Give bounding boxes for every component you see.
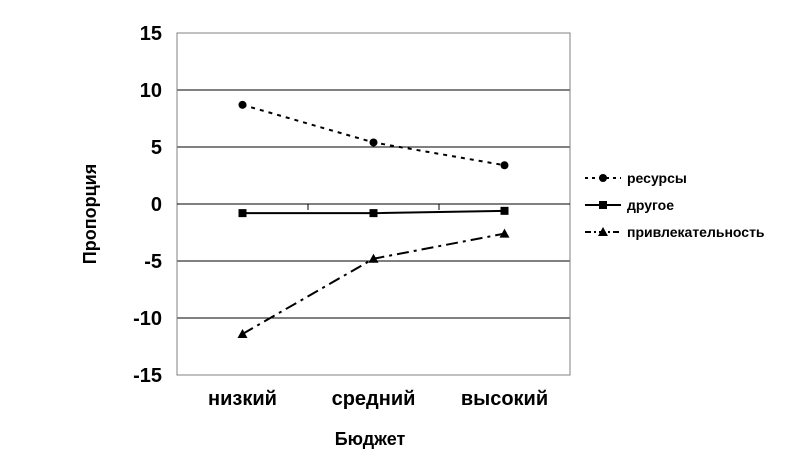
legend-label: другое [627, 197, 674, 213]
series-line [242, 103, 505, 167]
x-tick-label: низкий [208, 388, 277, 410]
data-point [238, 209, 247, 218]
legend-marker [599, 201, 607, 209]
data-point [238, 100, 247, 109]
y-tick-label: 15 [140, 23, 162, 45]
series-layer [237, 100, 510, 338]
legend-item: ресурсы [585, 170, 687, 186]
y-axis-tick-labels: 15 10 5 0 -5 -10 -15 [133, 23, 162, 387]
x-axis-title: Бюджет [335, 429, 406, 449]
data-point [369, 138, 378, 147]
y-axis-title: Пропорция [80, 164, 100, 264]
data-point [500, 206, 509, 215]
legend-label: привлекательность [627, 224, 765, 240]
y-tick-label: 10 [140, 80, 162, 102]
x-axis-tick-labels: низкий средний высокий [208, 388, 548, 410]
legend-marker [598, 227, 608, 236]
series-line [242, 232, 505, 335]
x-axis-ticks [307, 204, 440, 210]
series-3 [237, 228, 510, 338]
legend-item: привлекательность [585, 224, 765, 240]
data-point [500, 161, 509, 170]
data-point [369, 209, 378, 218]
x-tick-label: средний [332, 388, 416, 410]
y-tick-label: 0 [151, 194, 162, 216]
y-tick-label: 5 [151, 137, 162, 159]
legend-marker [599, 174, 607, 182]
y-tick-label: -10 [133, 308, 162, 330]
legend: ресурсы другое привлекательность [585, 170, 765, 240]
y-tick-label: -5 [144, 251, 162, 273]
data-point [368, 253, 379, 263]
data-point [499, 228, 510, 238]
series-2 [238, 206, 509, 218]
x-tick-label: высокий [461, 388, 548, 410]
legend-label: ресурсы [627, 170, 687, 186]
data-point [237, 328, 248, 338]
series-1 [238, 100, 509, 170]
legend-item: другое [585, 197, 674, 213]
y-tick-label: -15 [133, 365, 162, 387]
